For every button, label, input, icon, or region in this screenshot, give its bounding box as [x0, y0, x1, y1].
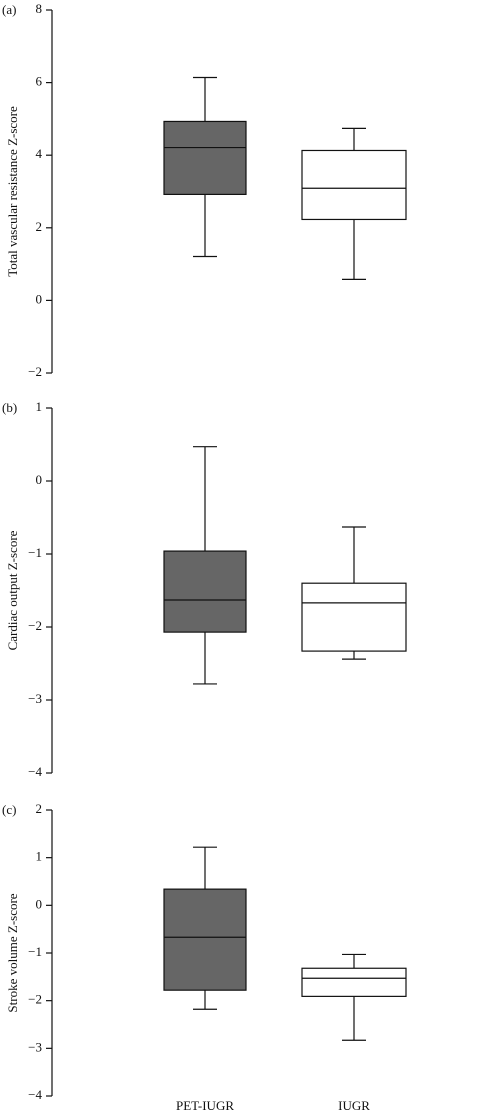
x-tick-label: IUGR — [338, 1098, 370, 1113]
y-tick-label: −3 — [28, 691, 42, 706]
y-tick-label: 2 — [36, 219, 43, 234]
panel-label: (b) — [2, 400, 17, 415]
y-tick-label: 1 — [36, 849, 43, 864]
y-axis-label: Cardiac output Z-score — [5, 530, 20, 650]
box — [301, 149, 407, 221]
box — [163, 120, 247, 196]
y-tick-label: −1 — [28, 545, 42, 560]
y-axis-label: Total vascular resistance Z-score — [5, 106, 20, 277]
y-axis-label: Stroke volume Z-score — [5, 893, 20, 1012]
x-tick-label: PET-IUGR — [176, 1098, 234, 1113]
y-tick-label: −3 — [28, 1039, 42, 1054]
panel-label: (c) — [2, 802, 16, 817]
panel-label: (a) — [2, 2, 16, 17]
y-tick-label: −2 — [28, 364, 42, 379]
y-tick-label: 0 — [36, 472, 43, 487]
box — [163, 550, 247, 633]
y-tick-label: 4 — [36, 146, 43, 161]
y-tick-label: −4 — [28, 764, 42, 779]
y-tick-label: 1 — [36, 399, 43, 414]
y-tick-label: −4 — [28, 1087, 42, 1102]
box — [301, 967, 407, 997]
y-tick-label: 0 — [36, 896, 43, 911]
y-tick-label: 6 — [36, 74, 43, 89]
box — [301, 582, 407, 652]
y-tick-label: 0 — [36, 291, 43, 306]
y-tick-label: −2 — [28, 618, 42, 633]
y-tick-label: 8 — [36, 1, 43, 16]
y-tick-label: −1 — [28, 944, 42, 959]
y-tick-label: 2 — [36, 801, 43, 816]
box — [163, 888, 247, 991]
y-tick-label: −2 — [28, 992, 42, 1007]
